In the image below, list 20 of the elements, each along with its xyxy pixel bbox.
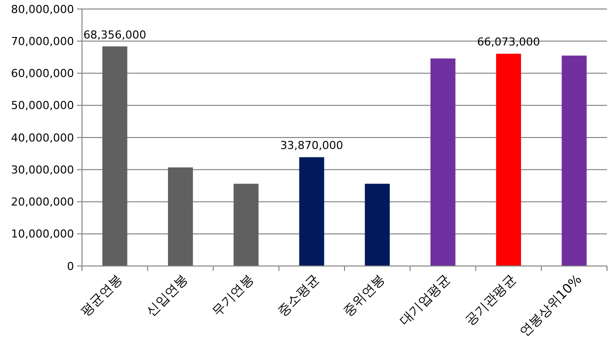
bar [364, 184, 390, 266]
bar [168, 167, 193, 266]
data-label: 66,073,000 [477, 36, 540, 49]
y-tick-label: 30,000,000 [11, 163, 74, 176]
bar [562, 56, 587, 266]
y-tick-label: 50,000,000 [11, 99, 74, 112]
y-tick-label: 40,000,000 [11, 131, 74, 144]
data-label: 33,870,000 [280, 139, 344, 152]
y-tick-label: 10,000,000 [11, 228, 74, 241]
y-tick-label: 20,000,000 [11, 196, 74, 209]
bar [234, 184, 259, 266]
data-label: 68,356,000 [83, 28, 146, 42]
bar [496, 54, 522, 266]
bar [102, 46, 128, 266]
y-tick-label: 60,000,000 [11, 67, 74, 80]
y-tick-label: 0 [67, 260, 74, 273]
y-tick-label: 80,000,000 [11, 2, 74, 16]
y-tick-label: 70,000,000 [11, 34, 74, 48]
bar [430, 58, 456, 266]
bar [299, 157, 324, 266]
